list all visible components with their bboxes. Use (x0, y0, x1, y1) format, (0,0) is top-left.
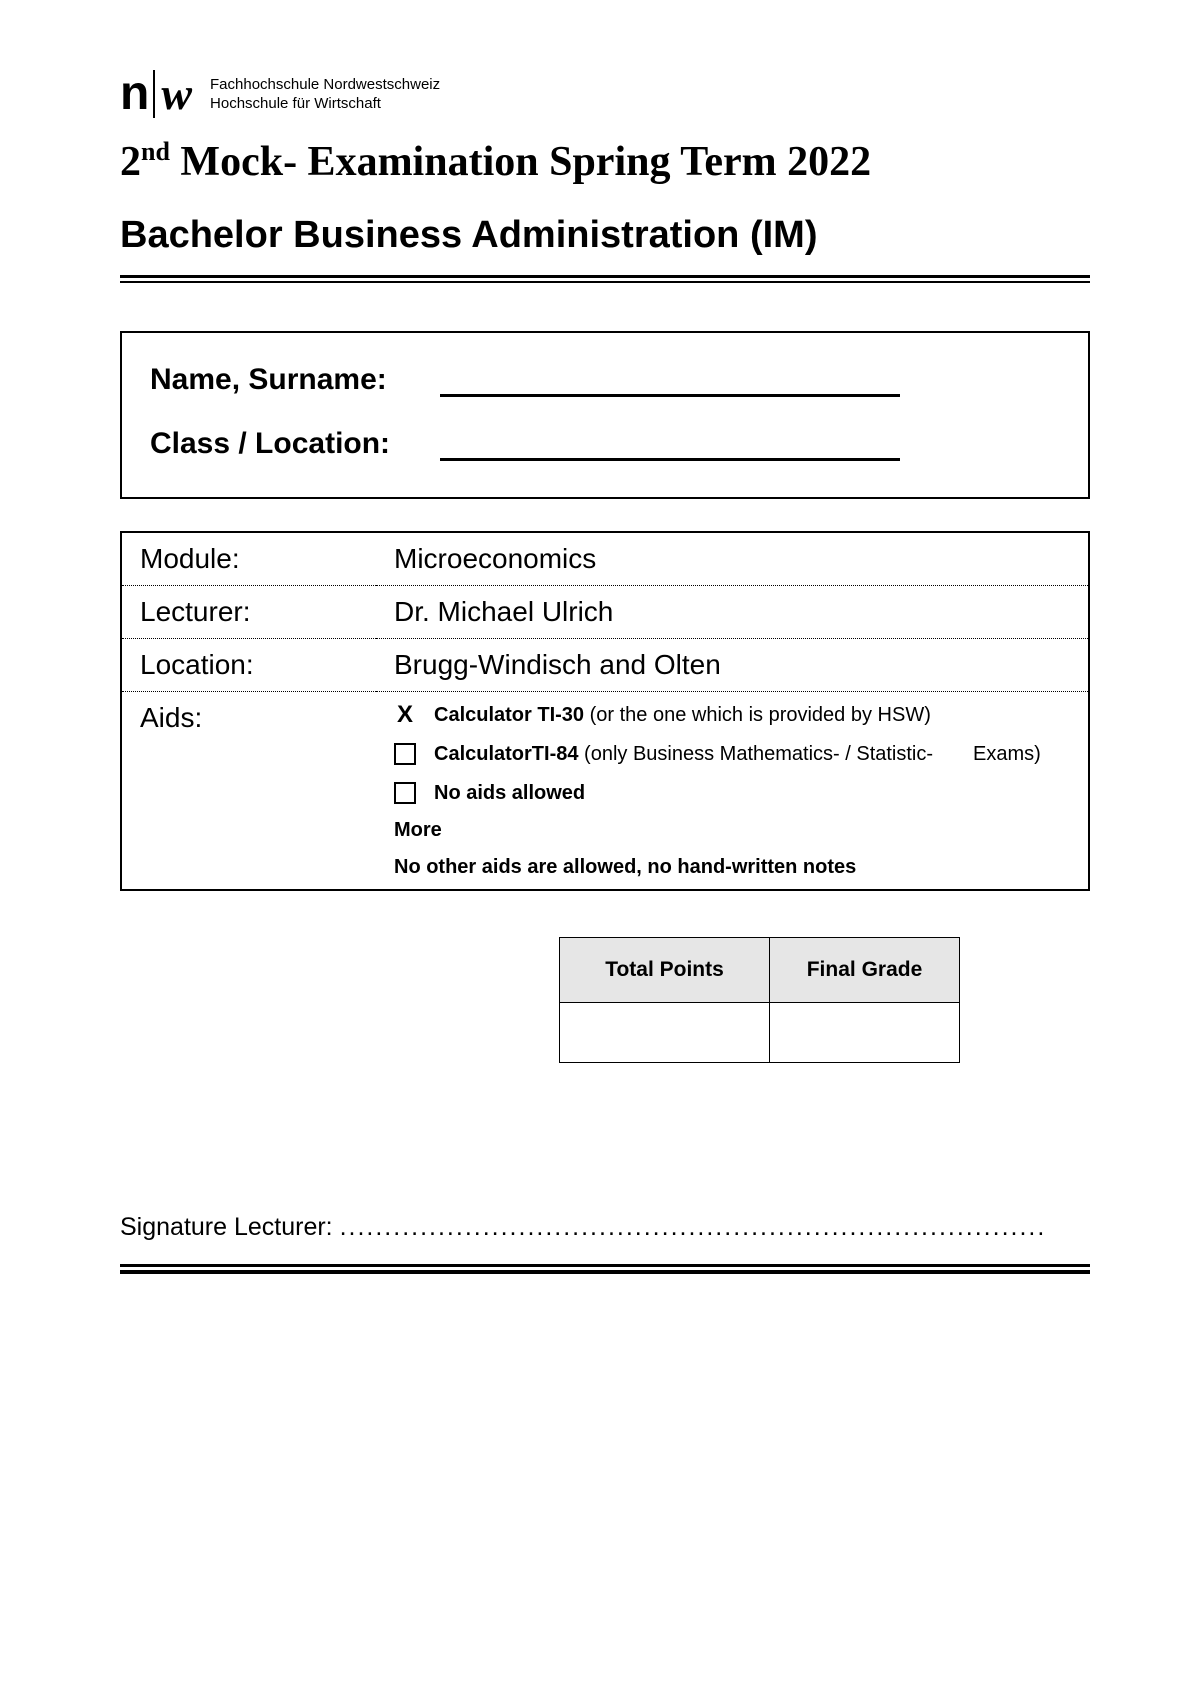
bottom-rule (120, 1264, 1090, 1274)
lecturer-value: Dr. Michael Ulrich (376, 586, 1089, 639)
grade-value-row (560, 1003, 960, 1063)
title-rule (120, 275, 1090, 283)
grade-table-wrap: Total Points Final Grade (120, 937, 960, 1063)
exam-title: 2nd Mock- Examination Spring Term 2022 (120, 138, 1090, 186)
lecturer-label: Lecturer: (121, 586, 376, 639)
checkbox-ti30[interactable]: X (394, 704, 416, 726)
institution-line1: Fachhochschule Nordwestschweiz (210, 75, 440, 95)
header-logo-row: n w Fachhochschule Nordwestschweiz Hochs… (120, 70, 1090, 118)
logo-separator (153, 70, 155, 118)
logo-w-glyph: w (161, 71, 192, 117)
aid-none-text: No aids allowed (434, 780, 585, 807)
aids-label: Aids: (121, 692, 376, 891)
grade-header-row: Total Points Final Grade (560, 938, 960, 1003)
lecturer-row: Lecturer: Dr. Michael Ulrich (121, 586, 1089, 639)
logo-n-glyph: n (120, 70, 147, 118)
total-points-header: Total Points (560, 938, 770, 1003)
module-value: Microeconomics (376, 532, 1089, 586)
signature-label: Signature Lecturer: (120, 1213, 340, 1241)
title-rest: Mock- Examination Spring Term 2022 (170, 139, 871, 185)
aid-item-ti30: X Calculator TI-30 (or the one which is … (394, 702, 1070, 729)
class-row: Class / Location: (150, 427, 1060, 461)
aids-more-label: More (394, 819, 1070, 842)
institution-name: Fachhochschule Nordwestschweiz Hochschul… (210, 75, 440, 114)
location-row: Location: Brugg-Windisch and Olten (121, 639, 1089, 692)
aids-cell: X Calculator TI-30 (or the one which is … (376, 692, 1089, 891)
name-input-line[interactable] (440, 367, 900, 397)
aids-note: No other aids are allowed, no hand-writt… (394, 856, 1070, 879)
aids-row: Aids: X Calculator TI-30 (or the one whi… (121, 692, 1089, 891)
grade-table: Total Points Final Grade (559, 937, 960, 1063)
class-label: Class / Location: (150, 427, 440, 461)
exam-cover-page: n w Fachhochschule Nordwestschweiz Hochs… (0, 0, 1200, 1354)
total-points-cell[interactable] (560, 1003, 770, 1063)
module-info-table: Module: Microeconomics Lecturer: Dr. Mic… (120, 531, 1090, 891)
module-row: Module: Microeconomics (121, 532, 1089, 586)
location-label: Location: (121, 639, 376, 692)
aid-ti84-text: CalculatorTI-84 (only Business Mathemati… (434, 741, 1041, 768)
exam-subtitle: Bachelor Business Administration (IM) (120, 214, 1090, 257)
signature-row: Signature Lecturer: ....................… (120, 1213, 1090, 1242)
signature-dotted-line[interactable]: ........................................… (340, 1213, 1047, 1241)
student-info-box: Name, Surname: Class / Location: (120, 331, 1090, 499)
final-grade-header: Final Grade (770, 938, 960, 1003)
aid-ti30-text: Calculator TI-30 (or the one which is pr… (434, 702, 931, 729)
title-prefix: 2 (120, 139, 141, 185)
logo-nw: n w (120, 70, 192, 118)
location-value: Brugg-Windisch and Olten (376, 639, 1089, 692)
class-input-line[interactable] (440, 431, 900, 461)
institution-line2: Hochschule für Wirtschaft (210, 94, 440, 114)
name-row: Name, Surname: (150, 363, 1060, 397)
aid-item-ti84: CalculatorTI-84 (only Business Mathemati… (394, 741, 1070, 768)
checkbox-none[interactable] (394, 782, 416, 804)
title-ordinal: nd (141, 137, 170, 166)
module-label: Module: (121, 532, 376, 586)
aid-item-none: No aids allowed (394, 780, 1070, 807)
name-label: Name, Surname: (150, 363, 440, 397)
final-grade-cell[interactable] (770, 1003, 960, 1063)
checkbox-ti84[interactable] (394, 743, 416, 765)
